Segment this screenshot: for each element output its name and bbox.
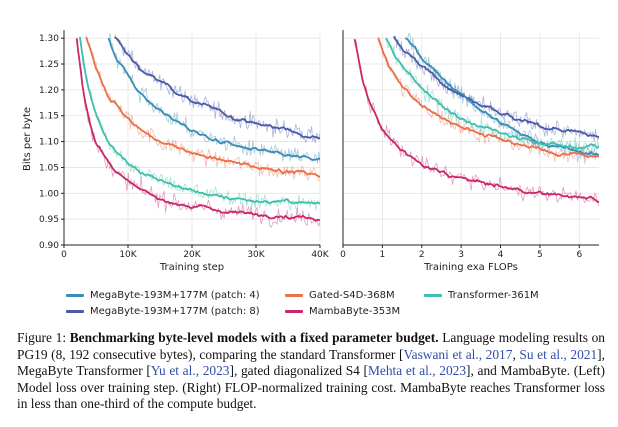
left-x-tick-label: 30K <box>247 250 265 260</box>
right-x-tick-label: 0 <box>340 250 346 260</box>
right-x-tick-label: 2 <box>419 250 425 260</box>
figure-caption: Figure 1: Benchmarking byte-level models… <box>17 330 605 413</box>
right-raw-line <box>378 40 599 165</box>
y-tick-label: 1.25 <box>39 60 59 70</box>
right-smoothed-curves <box>353 36 599 203</box>
legend-item-mambabyte: MambaByte-353M <box>285 305 400 319</box>
caption-text: ], and MambaByte. (Left) Model loss over… <box>17 363 605 412</box>
left-raw-curves <box>76 33 320 228</box>
legend-label: MegaByte-193M+177M (patch: 8) <box>90 306 260 317</box>
caption-text: Language modeling results on PG19 (8, 19… <box>17 330 606 362</box>
y-tick-label: 1.15 <box>39 112 59 122</box>
left-x-tick-label: 0 <box>61 250 67 260</box>
y-tick-label: 1.05 <box>39 163 59 173</box>
legend-label: Transformer-361M <box>448 290 539 301</box>
legend-swatch <box>285 293 303 297</box>
legend-item-transformer: Transformer-361M <box>424 289 539 303</box>
legend-label: MambaByte-353M <box>309 306 401 317</box>
right-axes <box>342 30 599 246</box>
legend-label: MegaByte-193M+177M (patch: 4) <box>90 290 260 301</box>
figure-charts: 0 10K 20K 30K 40K 0.90 0.95 1.00 1.05 1.10 1.15 1.… <box>22 30 599 273</box>
right-series-line <box>393 36 599 138</box>
left-series-line <box>114 36 320 140</box>
y-tick-label: 1.10 <box>39 138 59 148</box>
caption-prefix: Figure 1: <box>17 330 70 345</box>
left-x-tick-label: 40K <box>311 250 329 260</box>
right-series-line <box>405 37 599 156</box>
left-raw-line <box>108 33 320 164</box>
right-x-ticks: 0 1 2 3 4 5 6 <box>340 245 582 260</box>
right-x-tick-label: 4 <box>498 250 504 260</box>
citation-mehta[interactable]: Mehta et al., 2023 <box>368 363 467 379</box>
right-x-tick-label: 3 <box>458 250 464 260</box>
legend-item-megabyte-patch4: MegaByte-193M+177M (patch: 4) <box>66 289 260 303</box>
left-series-line <box>75 38 320 222</box>
left-chart-panel: 0 10K 20K 30K 40K 0.90 0.95 1.00 1.05 1.10 1.15 1.… <box>22 30 330 273</box>
left-series-line <box>85 36 320 178</box>
y-tick-label: 1.30 <box>39 34 59 44</box>
right-raw-line <box>393 35 599 142</box>
legend-item-megabyte-patch8: MegaByte-193M+177M (patch: 8) <box>66 305 260 319</box>
citation-su[interactable]: Su et al., 2021 <box>519 346 598 362</box>
right-x-axis-label: Training exa FLOPs <box>423 262 518 273</box>
legend-swatch <box>66 293 84 297</box>
right-series-line <box>385 38 599 151</box>
left-x-tick-label: 10K <box>119 250 137 260</box>
left-series-line <box>79 36 320 205</box>
legend-item-gated-s4d: Gated-S4D-368M <box>285 289 395 303</box>
legend-swatch <box>285 309 303 313</box>
caption-text: , <box>512 346 520 362</box>
right-raw-line <box>354 40 599 207</box>
y-tick-label: 1.00 <box>39 189 59 199</box>
caption-title: Benchmarking byte-level models with a fi… <box>69 330 439 345</box>
caption-text: ], MegaByte Transformer [ <box>17 346 605 379</box>
y-tick-label: 1.20 <box>39 86 59 96</box>
right-gridlines <box>342 33 599 246</box>
left-smoothed-curves <box>75 36 320 222</box>
right-x-tick-label: 1 <box>380 250 386 260</box>
caption-text: ], gated diagonalized S4 [ <box>229 363 369 379</box>
left-raw-line <box>86 36 320 181</box>
citation-vaswani[interactable]: Vaswani et al., 2017 <box>403 346 513 362</box>
right-series-line <box>353 39 599 203</box>
citation-yu[interactable]: Yu et al., 2023 <box>150 363 230 379</box>
right-x-tick-label: 5 <box>537 250 543 260</box>
right-series-line <box>377 37 599 158</box>
legend-swatch <box>66 309 84 313</box>
y-axis-label: Bits per byte <box>22 107 33 171</box>
left-y-ticks: 0.90 0.95 1.00 1.05 1.10 1.15 1.20 1.25 1.30 <box>39 34 64 251</box>
y-tick-label: 0.90 <box>39 241 59 251</box>
y-tick-label: 0.95 <box>39 215 59 225</box>
right-chart-panel: 0 1 2 3 4 5 6 Training exa FLOPs <box>340 30 599 273</box>
left-x-axis-label: Training step <box>159 262 224 273</box>
legend-swatch <box>424 293 442 297</box>
left-x-ticks: 0 10K 20K 30K 40K <box>61 245 330 260</box>
left-gridlines <box>63 33 321 246</box>
left-x-tick-label: 20K <box>183 250 201 260</box>
right-x-tick-label: 6 <box>576 250 582 260</box>
chart-legend: MegaByte-193M+177M (patch: 4) Gated-S4D-… <box>0 287 618 321</box>
legend-label: Gated-S4D-368M <box>309 290 395 301</box>
left-series-line <box>107 37 320 161</box>
